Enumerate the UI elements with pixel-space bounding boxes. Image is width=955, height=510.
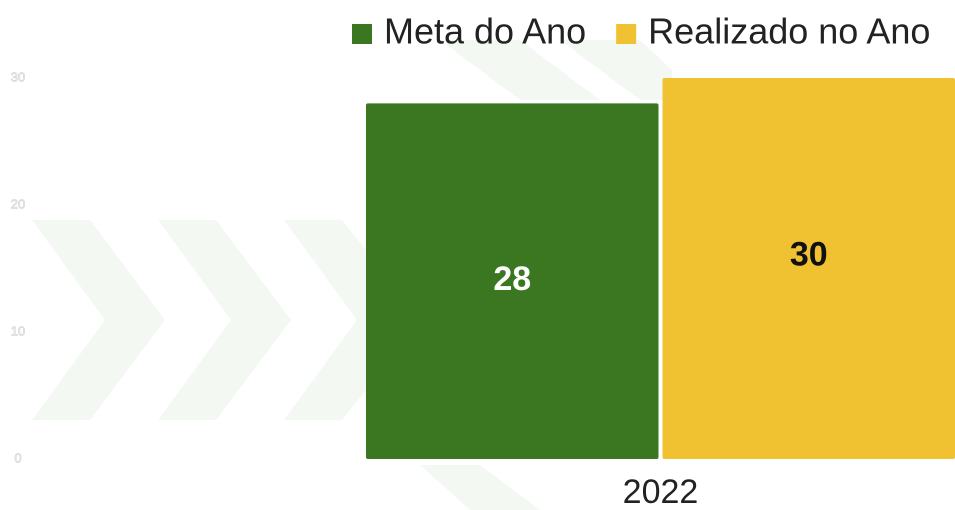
legend-swatch [616,24,637,44]
legend-swatch [352,24,372,44]
background-decoration [32,40,672,510]
y-tick-label: 0 [14,450,21,465]
y-tick-label: 20 [11,196,25,211]
data-label: 28 [493,260,531,298]
legend-label: Realizado no Ano [648,11,930,52]
legend-label: Meta do Ano [384,11,586,52]
y-tick-label: 10 [11,323,25,338]
y-tick-label: 30 [11,69,25,84]
data-label: 30 [790,235,828,273]
bar [366,103,659,460]
x-tick-label: 2022 [623,473,699,510]
bar [662,78,955,459]
